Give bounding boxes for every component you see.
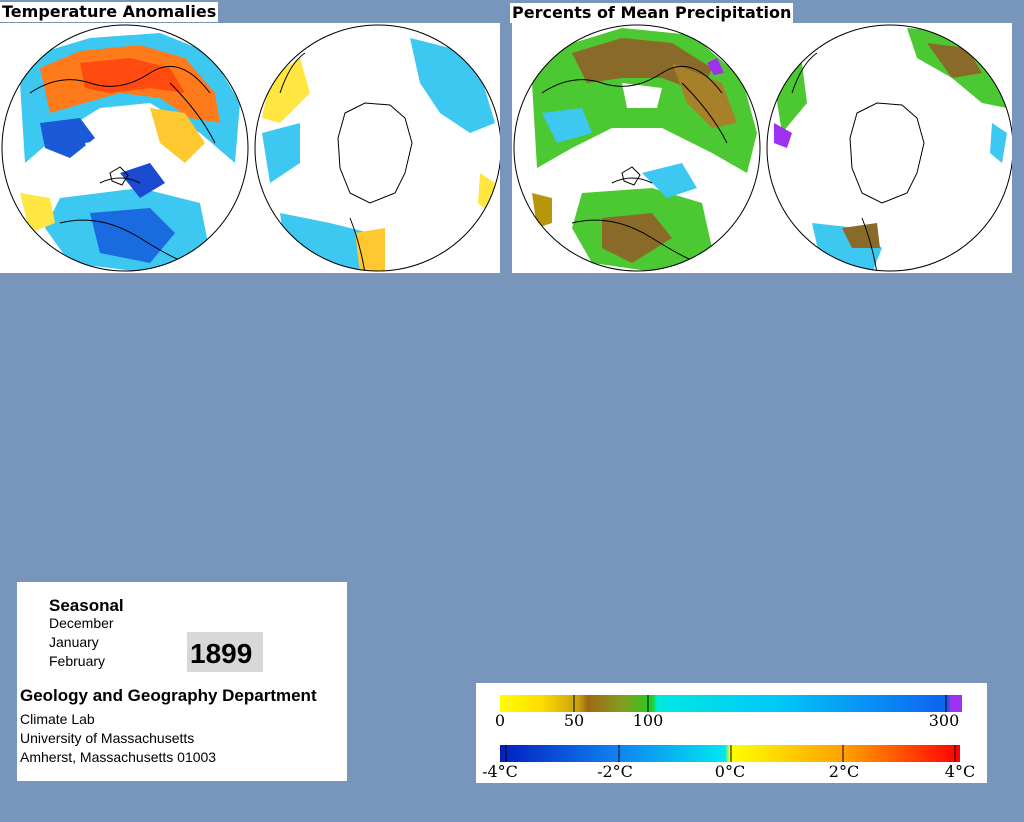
precip-north-outline [513, 24, 761, 272]
month-3: February [49, 653, 106, 669]
temperature-map-panel [0, 23, 500, 273]
temp-label-0: 0°C [714, 762, 746, 781]
precipitation-north-hemisphere [514, 25, 760, 271]
precip-label-50: 50 [563, 711, 585, 730]
period-type-label: Seasonal [49, 596, 124, 615]
legend-bars [500, 695, 962, 762]
temperature-color-bar [500, 745, 960, 762]
temperature-hemisphere-maps [1, 24, 500, 272]
south-hemisphere-outline [254, 24, 500, 272]
info-box: Seasonal December January February 1899 … [17, 582, 347, 781]
lab-label: Climate Lab [20, 711, 95, 727]
university-label: University of Massachusetts [20, 730, 195, 746]
temp-label-2: 2°C [828, 762, 860, 781]
precip-label-100: 100 [632, 711, 664, 730]
department-label: Geology and Geography Department [20, 686, 317, 705]
temperature-north-hemisphere [2, 25, 248, 271]
precipitation-color-bar [500, 695, 962, 712]
north-hemisphere-outline [1, 24, 249, 272]
year-box: 1899 [187, 632, 263, 672]
month-1: December [49, 615, 114, 631]
temp-label-minus4: -4°C [482, 762, 518, 781]
precipitation-map-panel [512, 23, 1012, 273]
precipitation-panel-title: Percents of Mean Precipitation [510, 3, 794, 23]
year-label: 1899 [190, 638, 253, 669]
month-2: January [49, 634, 99, 650]
precip-label-300: 300 [928, 711, 960, 730]
temperature-panel-title: Temperature Anomalies [0, 2, 219, 22]
color-legend: 0 50 100 300 -4°C -2°C 0°C 2°C 4°C [476, 683, 987, 783]
address-label: Amherst, Massachusetts 01003 [20, 749, 217, 765]
precipitation-hemisphere-maps [513, 24, 1012, 272]
precip-label-0: 0 [494, 711, 506, 730]
temp-label-4: 4°C [944, 762, 976, 781]
precip-south-outline [766, 24, 1012, 272]
temp-label-minus2: -2°C [597, 762, 633, 781]
